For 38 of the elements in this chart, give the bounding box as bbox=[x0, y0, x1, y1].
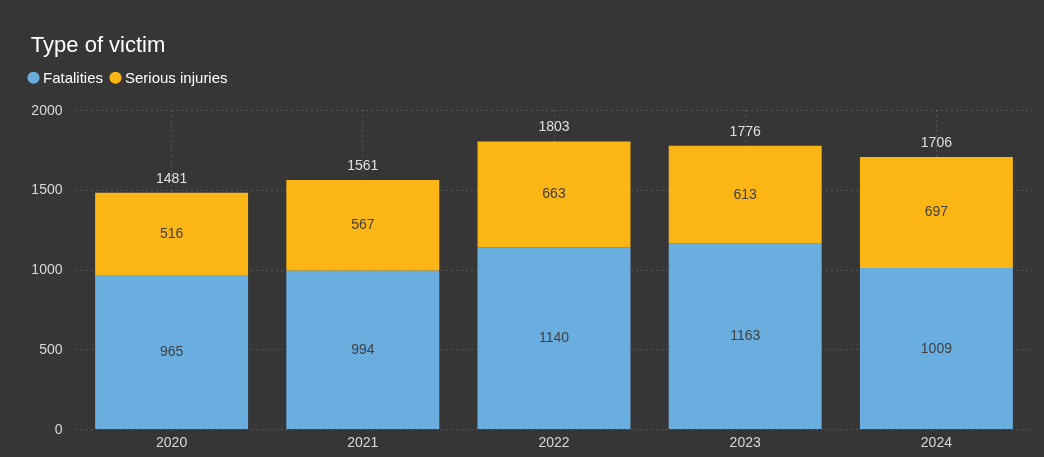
legend-label: Serious injuries bbox=[125, 68, 228, 86]
y-tick-label: 0 bbox=[54, 420, 63, 437]
data-label: 1140 bbox=[538, 329, 570, 346]
x-tick-label: 2020 bbox=[156, 433, 188, 450]
data-label: 994 bbox=[351, 340, 375, 357]
bar bbox=[477, 247, 631, 429]
data-label: 613 bbox=[733, 185, 758, 202]
bar bbox=[95, 275, 249, 429]
y-tick-label: 500 bbox=[39, 340, 63, 357]
data-label: 1009 bbox=[920, 339, 953, 356]
bar bbox=[286, 270, 440, 429]
y-tick-label: 1000 bbox=[31, 261, 63, 277]
data-label: 663 bbox=[542, 185, 566, 202]
bar bbox=[859, 268, 1013, 429]
total-label: 1776 bbox=[729, 122, 761, 139]
bar bbox=[859, 156, 1013, 269]
data-label: 516 bbox=[159, 224, 184, 241]
chart-title: Type of victim bbox=[30, 32, 166, 57]
bar bbox=[95, 192, 249, 276]
data-label: 1163 bbox=[730, 327, 761, 344]
total-label: 1803 bbox=[538, 118, 570, 135]
legend-label: Fatalities bbox=[43, 68, 104, 86]
data-label: 567 bbox=[351, 216, 375, 233]
total-label: 1706 bbox=[920, 133, 953, 150]
bar bbox=[668, 145, 822, 244]
bar bbox=[477, 141, 631, 248]
bar bbox=[668, 243, 822, 429]
total-label: 1481 bbox=[156, 169, 188, 186]
x-tick-label: 2023 bbox=[729, 433, 761, 450]
bar bbox=[286, 180, 440, 271]
data-label: 697 bbox=[924, 203, 949, 220]
x-tick-label: 2021 bbox=[347, 433, 379, 450]
y-tick-label: 2000 bbox=[31, 101, 63, 118]
x-tick-label: 2022 bbox=[538, 433, 570, 450]
x-tick-label: 2024 bbox=[920, 433, 953, 450]
y-tick-label: 1500 bbox=[31, 181, 63, 198]
total-label: 1561 bbox=[347, 157, 379, 174]
data-label: 965 bbox=[159, 343, 184, 360]
